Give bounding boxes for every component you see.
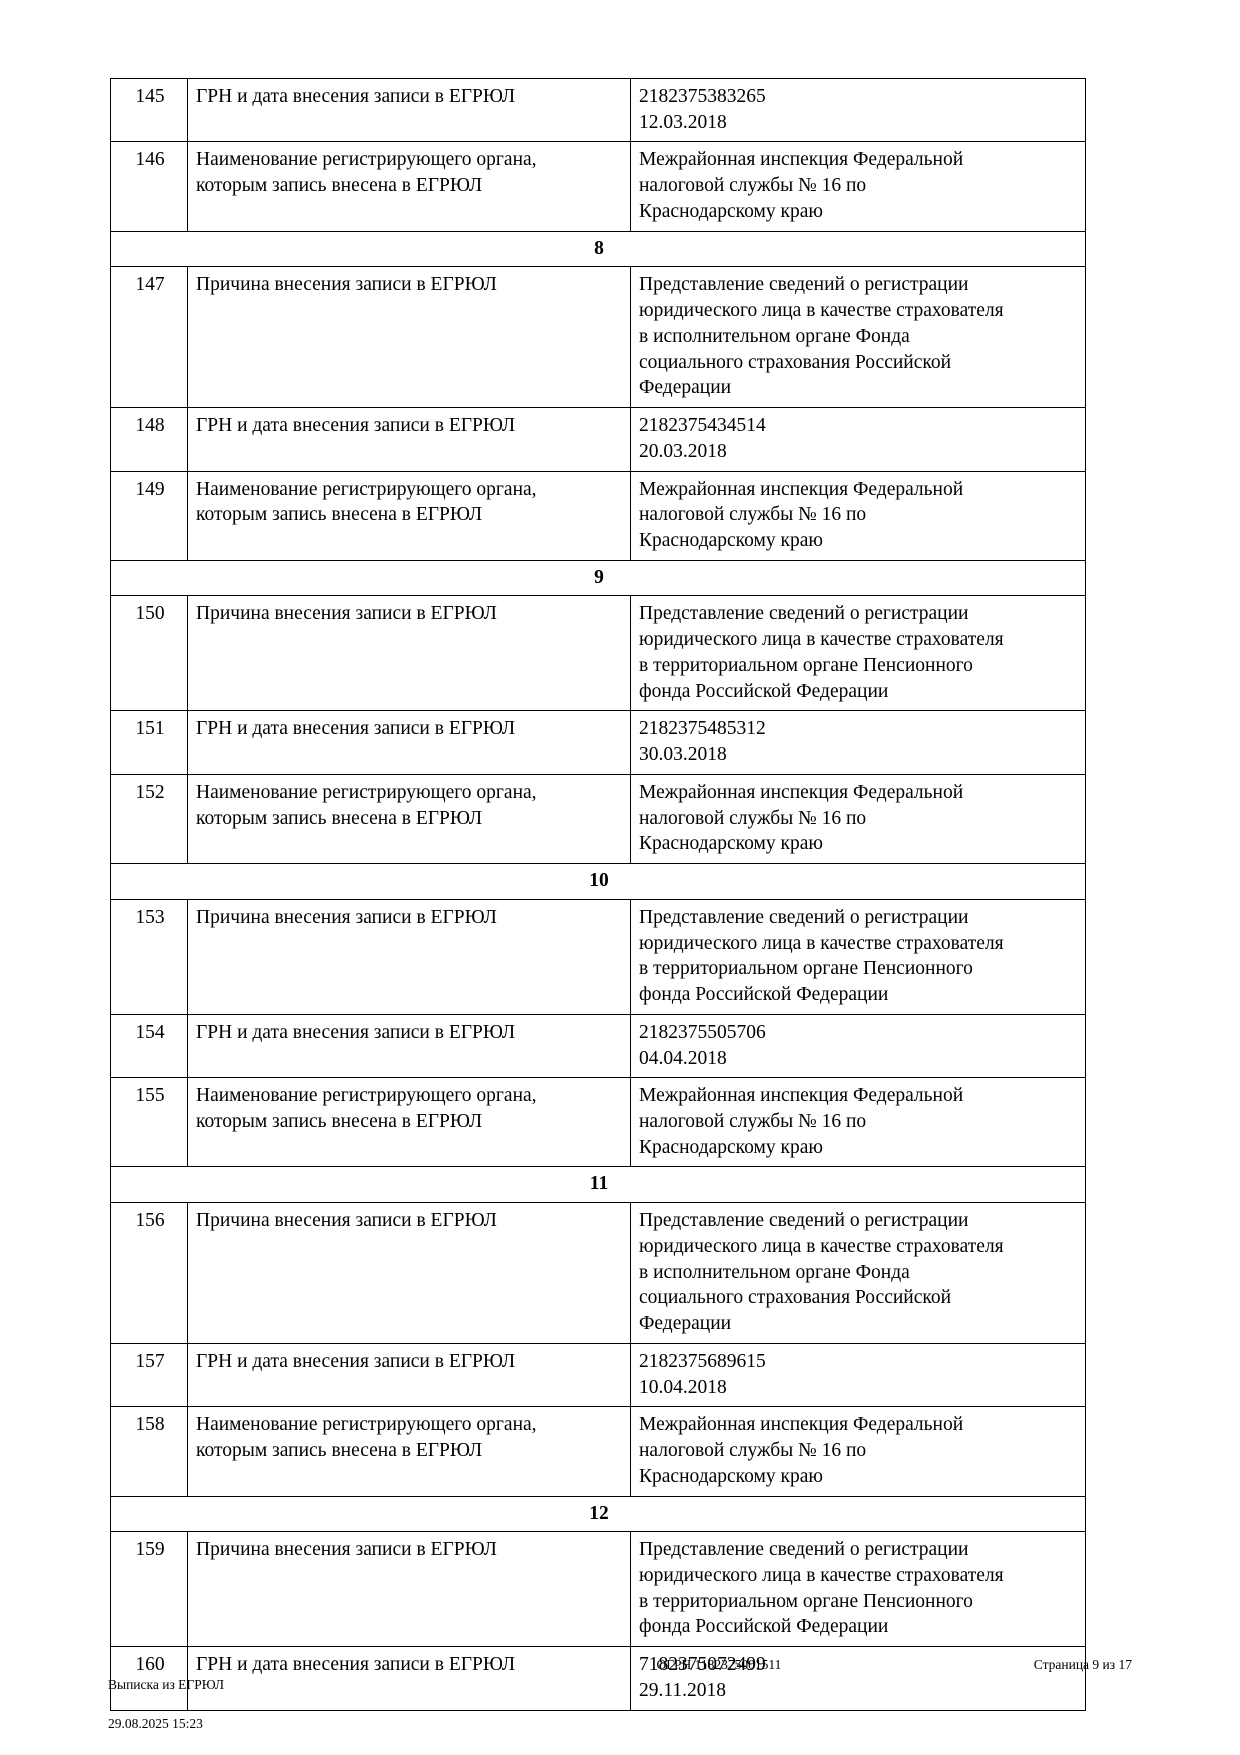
row-value: Представление сведений о регистрации юри… [630,898,1086,1015]
footer-generated-at: 29.08.2025 15:23 [108,1715,203,1731]
table-row: 145 ГРН и дата внесения записи в ЕГРЮЛ 2… [110,77,1086,143]
section-number: 10 [110,863,1086,900]
row-label: Наименование регистрирующего органа, кот… [187,1406,631,1497]
row-value: Межрайонная инспекция Федеральной налого… [630,470,1086,561]
table-row: 147 Причина внесения записи в ЕГРЮЛ Пред… [110,266,1086,409]
row-label: Наименование регистрирующего органа, кот… [187,470,631,561]
table-row: 153 Причина внесения записи в ЕГРЮЛ Пред… [110,898,1086,1015]
row-value: Представление сведений о регистрации юри… [630,266,1086,409]
table-row: 146 Наименование регистрирующего органа,… [110,141,1086,232]
row-value: Межрайонная инспекция Федеральной налого… [630,141,1086,232]
row-value: Представление сведений о регистрации юри… [630,1531,1086,1648]
row-label: Причина внесения записи в ЕГРЮЛ [187,1531,631,1648]
row-label: Причина внесения записи в ЕГРЮЛ [187,266,631,409]
row-number: 160 [110,1646,188,1711]
row-value: 2182375505706 04.04.2018 [630,1013,1086,1079]
row-number: 157 [110,1342,188,1408]
table-row: 160 ГРН и дата внесения записи в ЕГРЮЛ 7… [110,1646,1086,1711]
row-label: ГРН и дата внесения записи в ЕГРЮЛ [187,710,631,775]
table-row: 157 ГРН и дата внесения записи в ЕГРЮЛ 2… [110,1342,1086,1408]
row-number: 151 [110,710,188,775]
footer-left-block: Выписка из ЕГРЮЛ 29.08.2025 15:23 [108,1655,224,1753]
row-number: 148 [110,407,188,472]
row-label: ГРН и дата внесения записи в ЕГРЮЛ [187,1342,631,1408]
row-value: Межрайонная инспекция Федеральной налого… [630,1077,1086,1168]
table-row: 158 Наименование регистрирующего органа,… [110,1406,1086,1497]
row-value: Представление сведений о регистрации юри… [630,1202,1086,1344]
row-label: Причина внесения записи в ЕГРЮЛ [187,1202,631,1344]
footer-ogrn: ОГРН 1182375001511 [656,1657,782,1672]
section-header-row: 9 [110,559,1086,597]
row-label: ГРН и дата внесения записи в ЕГРЮЛ [187,77,631,143]
row-value: Межрайонная инспекция Федеральной налого… [630,1406,1086,1497]
row-label: ГРН и дата внесения записи в ЕГРЮЛ [187,1013,631,1079]
row-number: 152 [110,773,188,865]
row-number: 147 [110,266,188,409]
row-label: Причина внесения записи в ЕГРЮЛ [187,898,631,1015]
table-row: 152 Наименование регистрирующего органа,… [110,773,1086,865]
page-footer: Выписка из ЕГРЮЛ 29.08.2025 15:23 ОГРН 1… [108,1655,1132,1753]
row-label: Наименование регистрирующего органа, кот… [187,1077,631,1168]
row-number: 149 [110,470,188,561]
row-number: 145 [110,77,188,143]
section-number: 8 [110,230,1086,268]
row-label: Наименование регистрирующего органа, кот… [187,141,631,232]
section-header-row: 12 [110,1495,1086,1533]
row-number: 150 [110,595,188,712]
row-number: 156 [110,1202,188,1344]
section-number: 12 [110,1495,1086,1533]
row-number: 153 [110,898,188,1015]
table-row: 151 ГРН и дата внесения записи в ЕГРЮЛ 2… [110,710,1086,775]
row-label: Причина внесения записи в ЕГРЮЛ [187,595,631,712]
row-number: 158 [110,1406,188,1497]
table-row: 149 Наименование регистрирующего органа,… [110,470,1086,561]
section-header-row: 11 [110,1166,1086,1204]
row-number: 154 [110,1013,188,1079]
row-value: Представление сведений о регистрации юри… [630,595,1086,712]
row-value: Межрайонная инспекция Федеральной налого… [630,773,1086,865]
section-header-row: 8 [110,230,1086,268]
table-row: 150 Причина внесения записи в ЕГРЮЛ Пред… [110,595,1086,712]
section-header-row: 10 [110,863,1086,900]
row-value: 2182375383265 12.03.2018 [630,77,1086,143]
section-number: 11 [110,1166,1086,1204]
row-number: 159 [110,1531,188,1648]
row-label: ГРН и дата внесения записи в ЕГРЮЛ [187,1646,631,1711]
row-label: Наименование регистрирующего органа, кот… [187,773,631,865]
row-value: 2182375434514 20.03.2018 [630,407,1086,472]
footer-page-number: Страница 9 из 17 [1033,1657,1132,1672]
row-number: 155 [110,1077,188,1168]
footer-doc-title: Выписка из ЕГРЮЛ [108,1676,225,1692]
row-label: ГРН и дата внесения записи в ЕГРЮЛ [187,407,631,472]
table-row: 155 Наименование регистрирующего органа,… [110,1077,1086,1168]
table-row: 156 Причина внесения записи в ЕГРЮЛ Пред… [110,1202,1086,1344]
table-row: 159 Причина внесения записи в ЕГРЮЛ Пред… [110,1531,1086,1648]
row-number: 146 [110,141,188,232]
table-row: 148 ГРН и дата внесения записи в ЕГРЮЛ 2… [110,407,1086,472]
section-number: 9 [110,559,1086,597]
egrul-records-table: 145 ГРН и дата внесения записи в ЕГРЮЛ 2… [110,77,1086,1711]
row-value: 2182375689615 10.04.2018 [630,1342,1086,1408]
table-row: 154 ГРН и дата внесения записи в ЕГРЮЛ 2… [110,1013,1086,1079]
row-value: 2182375485312 30.03.2018 [630,710,1086,775]
row-value: 7182375072499 29.11.2018 [630,1646,1086,1711]
